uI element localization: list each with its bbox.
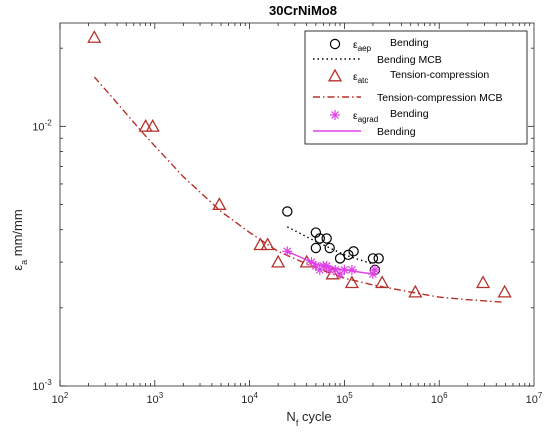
y-tick-label: 10-2 bbox=[32, 118, 52, 133]
legend-symbol-subscript: atc bbox=[358, 76, 369, 85]
y-tick-label: 10-3 bbox=[32, 378, 52, 393]
y-tick-label-exponent: -3 bbox=[45, 378, 53, 387]
legend-item-4: εagrad Bending bbox=[330, 108, 429, 124]
data-point bbox=[145, 118, 160, 132]
legend-marker bbox=[327, 68, 343, 82]
asterisk-stroke bbox=[331, 111, 339, 119]
y-tick-label-exponent: -2 bbox=[45, 118, 53, 127]
y-tick-label-base: 10 bbox=[32, 381, 44, 393]
data-point bbox=[253, 237, 268, 251]
legend-item-0: εaep Bending bbox=[329, 37, 429, 53]
x-tick-label: 102 bbox=[52, 391, 69, 406]
data-point bbox=[321, 233, 332, 244]
chart-title: 30CrNiMo8 bbox=[269, 3, 337, 18]
data-point bbox=[344, 275, 360, 289]
y-axis-label-subscript: a bbox=[19, 260, 29, 265]
legend-label: Bending bbox=[390, 37, 429, 49]
y-tick-label-base: 10 bbox=[32, 121, 44, 133]
legend-marker bbox=[330, 110, 340, 120]
series-2 bbox=[87, 30, 512, 298]
series-line-3 bbox=[93, 76, 505, 303]
x-tick-label-base: 10 bbox=[336, 394, 348, 406]
data-point bbox=[373, 253, 384, 264]
series-0 bbox=[282, 206, 384, 276]
series-3 bbox=[93, 76, 505, 303]
legend-label: Bending bbox=[390, 108, 429, 120]
legend-symbol: εagrad bbox=[353, 110, 378, 124]
data-point bbox=[282, 206, 293, 217]
x-tick-label: 104 bbox=[241, 391, 258, 406]
asterisk-stroke bbox=[347, 265, 356, 274]
legend-item-1: Bending MCB bbox=[313, 54, 442, 66]
legend-item-5: Bending bbox=[313, 126, 416, 138]
data-point bbox=[310, 242, 322, 254]
legend-symbol-subscript: agrad bbox=[358, 115, 378, 124]
data-point bbox=[369, 264, 380, 275]
legend-label: Bending MCB bbox=[377, 54, 442, 66]
y-axis-label-unit: mm/mm bbox=[10, 209, 25, 260]
data-point bbox=[475, 275, 491, 289]
data-point bbox=[367, 253, 379, 264]
data-point bbox=[348, 246, 359, 257]
legend-symbol: εaep bbox=[353, 39, 372, 53]
x-axis-label-subscript: f bbox=[296, 418, 299, 428]
x-tick-label-base: 10 bbox=[241, 394, 253, 406]
y-axis-label: εa mm/mm bbox=[10, 209, 29, 270]
x-tick-label-exponent: 2 bbox=[64, 391, 69, 400]
data-point bbox=[324, 242, 335, 254]
legend-box bbox=[304, 30, 528, 145]
legend-symbol-base: ε bbox=[353, 71, 358, 83]
asterisk-stroke bbox=[331, 265, 340, 274]
x-tick-label-base: 10 bbox=[146, 394, 158, 406]
legend-label: Tension-compression bbox=[390, 69, 489, 81]
x-tick-label: 105 bbox=[336, 391, 353, 406]
legend-symbol-base: ε bbox=[353, 39, 358, 51]
legend-symbol-base: ε bbox=[353, 110, 358, 122]
legend-symbol: εatc bbox=[353, 71, 368, 85]
x-axis-label-base: N bbox=[286, 409, 295, 424]
x-tick-label-base: 10 bbox=[52, 394, 64, 406]
x-tick-label-exponent: 4 bbox=[253, 391, 258, 400]
legend-item-2: εatc Tension-compression bbox=[327, 68, 489, 85]
x-tick-label-exponent: 3 bbox=[159, 391, 164, 400]
data-point bbox=[375, 275, 390, 289]
data-point bbox=[260, 237, 275, 251]
legend-symbol-subscript: aep bbox=[358, 44, 372, 53]
x-tick-label-exponent: 5 bbox=[348, 391, 353, 400]
x-tick-label: 106 bbox=[431, 391, 448, 406]
legend-item-3: Tension-compression MCB bbox=[313, 92, 502, 104]
series-5 bbox=[287, 250, 373, 275]
x-axis-label: Nf cycle bbox=[286, 409, 331, 428]
x-tick-label-base: 10 bbox=[431, 394, 443, 406]
legend-label: Tension-compression MCB bbox=[377, 92, 502, 104]
x-tick-label-base: 10 bbox=[526, 394, 538, 406]
x-tick-label: 103 bbox=[146, 391, 163, 406]
legend-marker bbox=[329, 38, 341, 50]
x-tick-label-exponent: 6 bbox=[443, 391, 448, 400]
x-axis-label-unit: cycle bbox=[298, 409, 331, 424]
x-tick-label-exponent: 7 bbox=[538, 391, 543, 400]
data-point bbox=[212, 197, 227, 210]
data-point bbox=[497, 284, 512, 298]
data-point bbox=[343, 249, 354, 261]
legend-label: Bending bbox=[377, 126, 416, 138]
series-line-5 bbox=[287, 250, 373, 275]
data-point bbox=[271, 254, 286, 268]
plot-area bbox=[87, 30, 512, 303]
x-tick-label: 107 bbox=[526, 391, 543, 406]
data-point bbox=[87, 30, 102, 43]
asterisk-stroke bbox=[311, 262, 320, 270]
y-axis-label-base: ε bbox=[10, 265, 25, 271]
data-point bbox=[408, 284, 423, 298]
data-point bbox=[138, 118, 153, 132]
asterisk-stroke bbox=[371, 265, 379, 274]
